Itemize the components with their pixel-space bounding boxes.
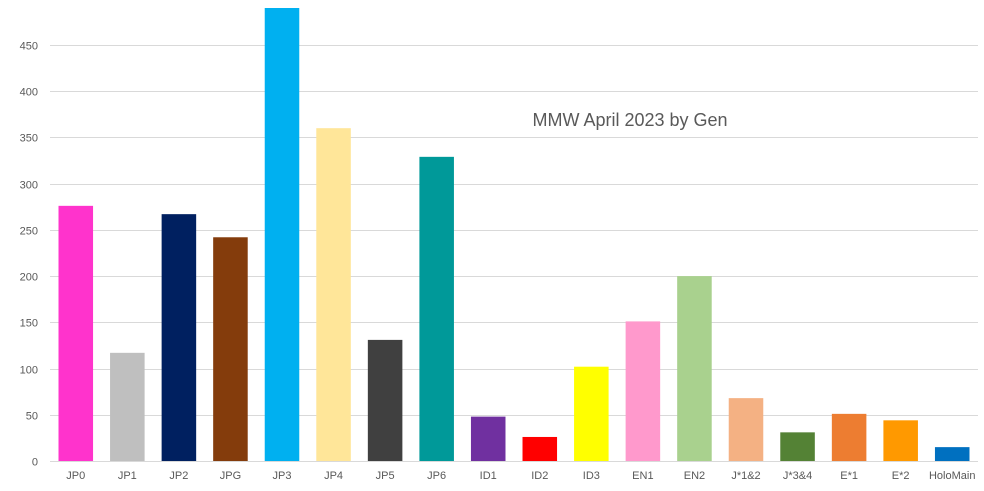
x-tick-label: JPG (220, 470, 241, 482)
x-tick-label: JP4 (324, 470, 343, 482)
y-tick-label: 50 (26, 411, 38, 423)
y-tick-label: 350 (20, 133, 38, 145)
x-tick-label: JP5 (376, 470, 395, 482)
bar-jp4 (316, 128, 351, 461)
bar-jpg (213, 237, 248, 461)
gridlines (50, 45, 978, 462)
bar-en2 (677, 276, 712, 461)
y-tick-label: 300 (20, 180, 38, 192)
x-tick-label: JP3 (273, 470, 292, 482)
bar-jp1 (110, 352, 145, 461)
bar-jp6 (419, 156, 454, 461)
y-axis-tick-labels: 0 50 100 150 200 250 300 350 400 450 (20, 41, 38, 469)
bar-jp5 (367, 339, 403, 461)
x-tick-label: ID1 (480, 470, 497, 482)
y-tick-label: 400 (20, 87, 38, 99)
y-tick-label: 250 (20, 226, 38, 238)
x-tick-label: J*3&4 (783, 470, 812, 482)
y-tick-label: 450 (20, 41, 38, 53)
bar-id3 (574, 366, 609, 461)
x-tick-label: E*1 (840, 470, 858, 482)
x-tick-label: EN2 (684, 470, 705, 482)
bar-en1 (625, 321, 661, 461)
chart-title: MMW April 2023 by Gen (532, 110, 727, 130)
bar-e-2 (883, 420, 918, 461)
x-tick-label: EN1 (632, 470, 653, 482)
bar-j-1-2 (728, 398, 764, 461)
bars (58, 8, 970, 461)
x-tick-label: JP1 (118, 470, 137, 482)
bar-id2 (522, 436, 558, 461)
bar-e-1 (831, 413, 867, 461)
x-tick-label: ID3 (583, 470, 600, 482)
x-tick-label: J*1&2 (731, 470, 760, 482)
y-tick-label: 100 (20, 365, 38, 377)
y-tick-label: 200 (20, 272, 38, 284)
bar-holomain (934, 447, 970, 461)
bar-id1 (470, 416, 506, 461)
bar-jp2 (161, 214, 197, 461)
bar-jp3 (264, 8, 300, 461)
x-tick-label: JP2 (169, 470, 188, 482)
bar-j-3-4 (780, 432, 815, 461)
bar-jp0 (58, 205, 94, 461)
y-tick-label: 150 (20, 318, 38, 330)
y-tick-label: 0 (32, 457, 38, 469)
x-axis-category-labels: JP0 JP1 JP2 JPG JP3 JP4 JP5 JP6 ID1 ID2 ID3 EN1 EN2 J… (66, 470, 975, 482)
x-tick-label: JP0 (66, 470, 85, 482)
x-tick-label: ID2 (531, 470, 548, 482)
x-tick-label: HoloMain (929, 470, 975, 482)
x-tick-label: E*2 (892, 470, 910, 482)
x-tick-label: JP6 (427, 470, 446, 482)
